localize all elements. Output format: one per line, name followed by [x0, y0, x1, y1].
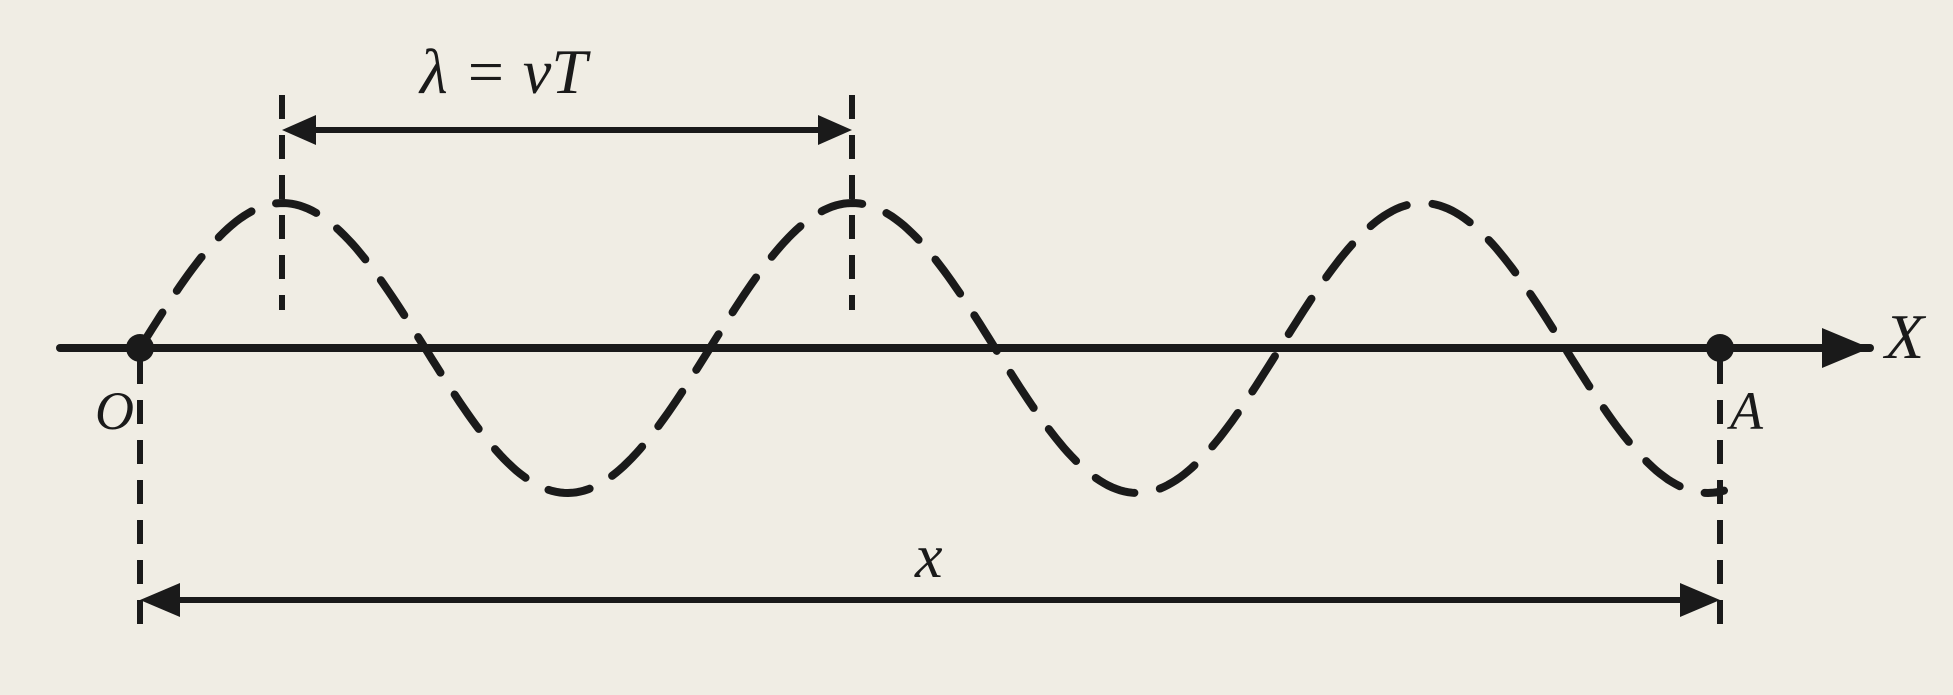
x-axis-label: X [1885, 300, 1924, 374]
wave-diagram: O A X λ = vT x [0, 0, 1953, 695]
diagram-svg [0, 0, 1953, 695]
wavelength-label: λ = vT [420, 35, 587, 109]
origin-label: O [95, 380, 134, 442]
point-a-label: A [1730, 380, 1763, 442]
x-span-label: x [915, 522, 943, 593]
